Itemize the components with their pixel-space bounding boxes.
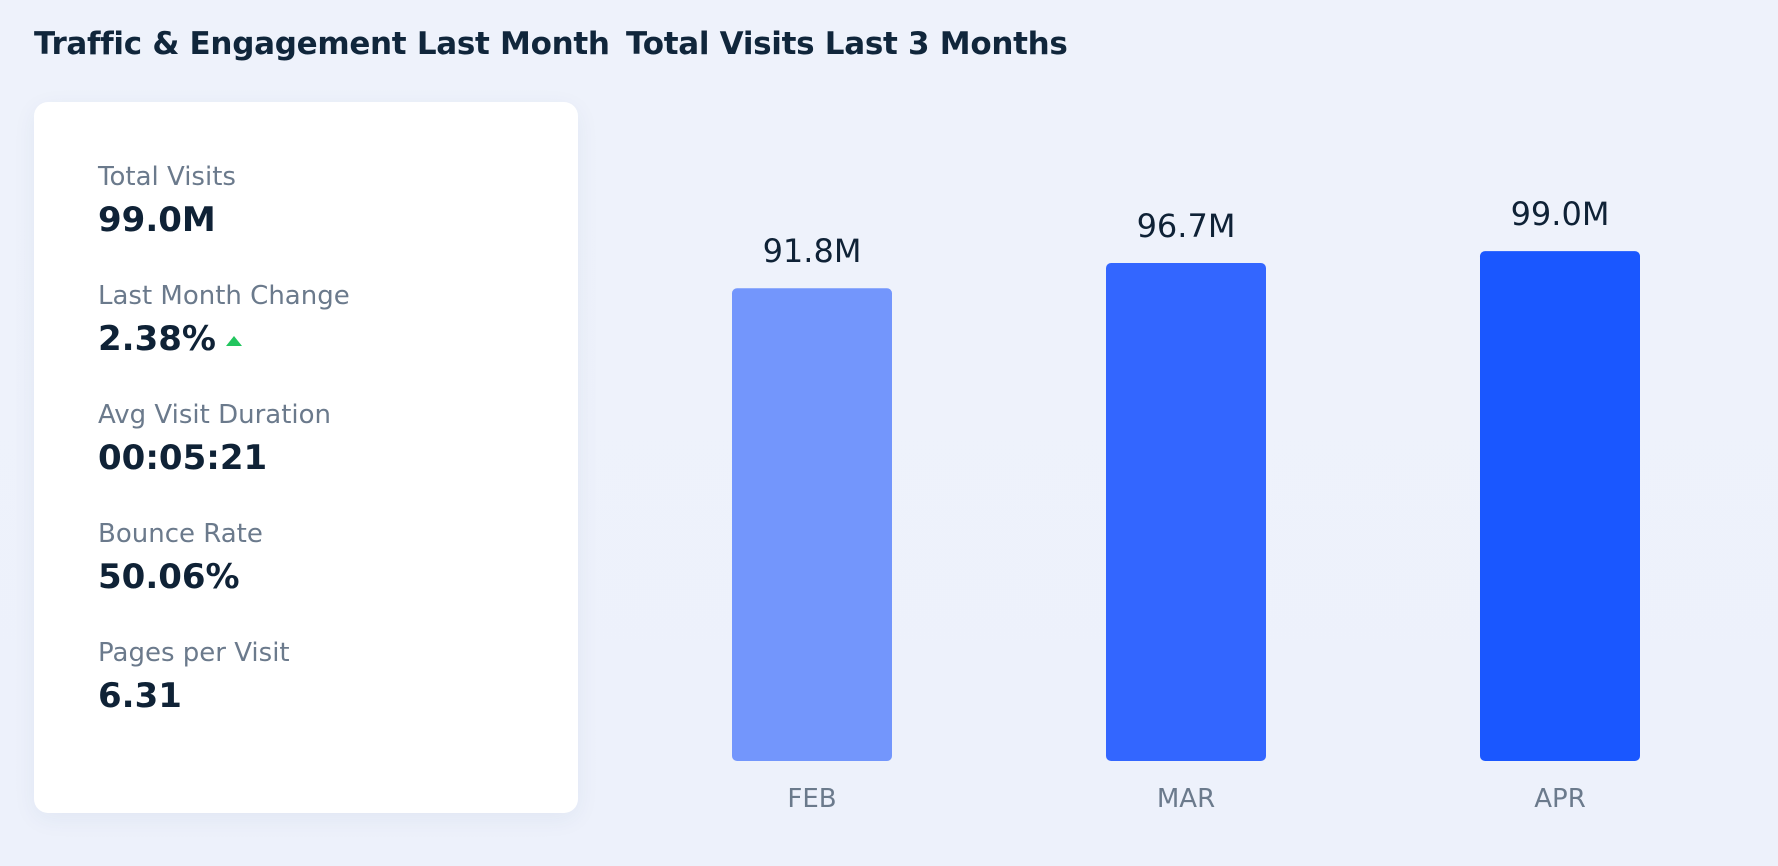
traffic-engagement-title: Traffic & Engagement Last Month — [34, 26, 610, 62]
metric-label: Total Visits — [98, 162, 236, 192]
bar-mar — [1106, 262, 1266, 761]
metric-total-visits: Total Visits 99.0M — [98, 162, 236, 240]
bar-value-label: 99.0M — [1511, 195, 1610, 233]
metric-bounce-rate: Bounce Rate 50.06% — [98, 519, 263, 597]
metric-pages-per-visit: Pages per Visit 6.31 — [98, 638, 290, 716]
metric-label: Last Month Change — [98, 281, 350, 311]
total-visits-bar-chart: 91.8M FEB 96.7M MAR 99.0M APR — [732, 195, 1640, 814]
metrics-card: Total Visits 99.0M Last Month Change 2.3… — [34, 102, 578, 813]
metric-value: 50.06% — [98, 557, 263, 597]
metric-avg-visit-duration: Avg Visit Duration 00:05:21 — [98, 400, 331, 478]
bar-value-label: 91.8M — [763, 232, 862, 270]
metric-value: 6.31 — [98, 676, 290, 716]
metric-last-month-change: Last Month Change 2.38% — [98, 281, 350, 359]
metric-value-text: 6.31 — [98, 676, 182, 716]
metric-value-text: 99.0M — [98, 200, 216, 240]
metric-label: Pages per Visit — [98, 638, 290, 668]
metric-value: 99.0M — [98, 200, 236, 240]
metric-value-text: 50.06% — [98, 557, 240, 597]
total-visits-chart-title: Total Visits Last 3 Months — [626, 26, 1068, 62]
bar-apr — [1480, 251, 1640, 761]
metric-label: Bounce Rate — [98, 519, 263, 549]
x-tick-label: APR — [1534, 784, 1586, 814]
x-tick-label: FEB — [787, 784, 836, 814]
x-tick-label: MAR — [1157, 784, 1215, 814]
bar-value-label: 96.7M — [1137, 207, 1236, 245]
metric-value-text: 2.38% — [98, 319, 216, 359]
metric-value: 2.38% — [98, 319, 350, 359]
metric-value: 00:05:21 — [98, 438, 331, 478]
metric-value-text: 00:05:21 — [98, 438, 268, 478]
metric-label: Avg Visit Duration — [98, 400, 332, 430]
bar-feb — [732, 288, 892, 761]
triangle-up-icon — [225, 336, 242, 346]
